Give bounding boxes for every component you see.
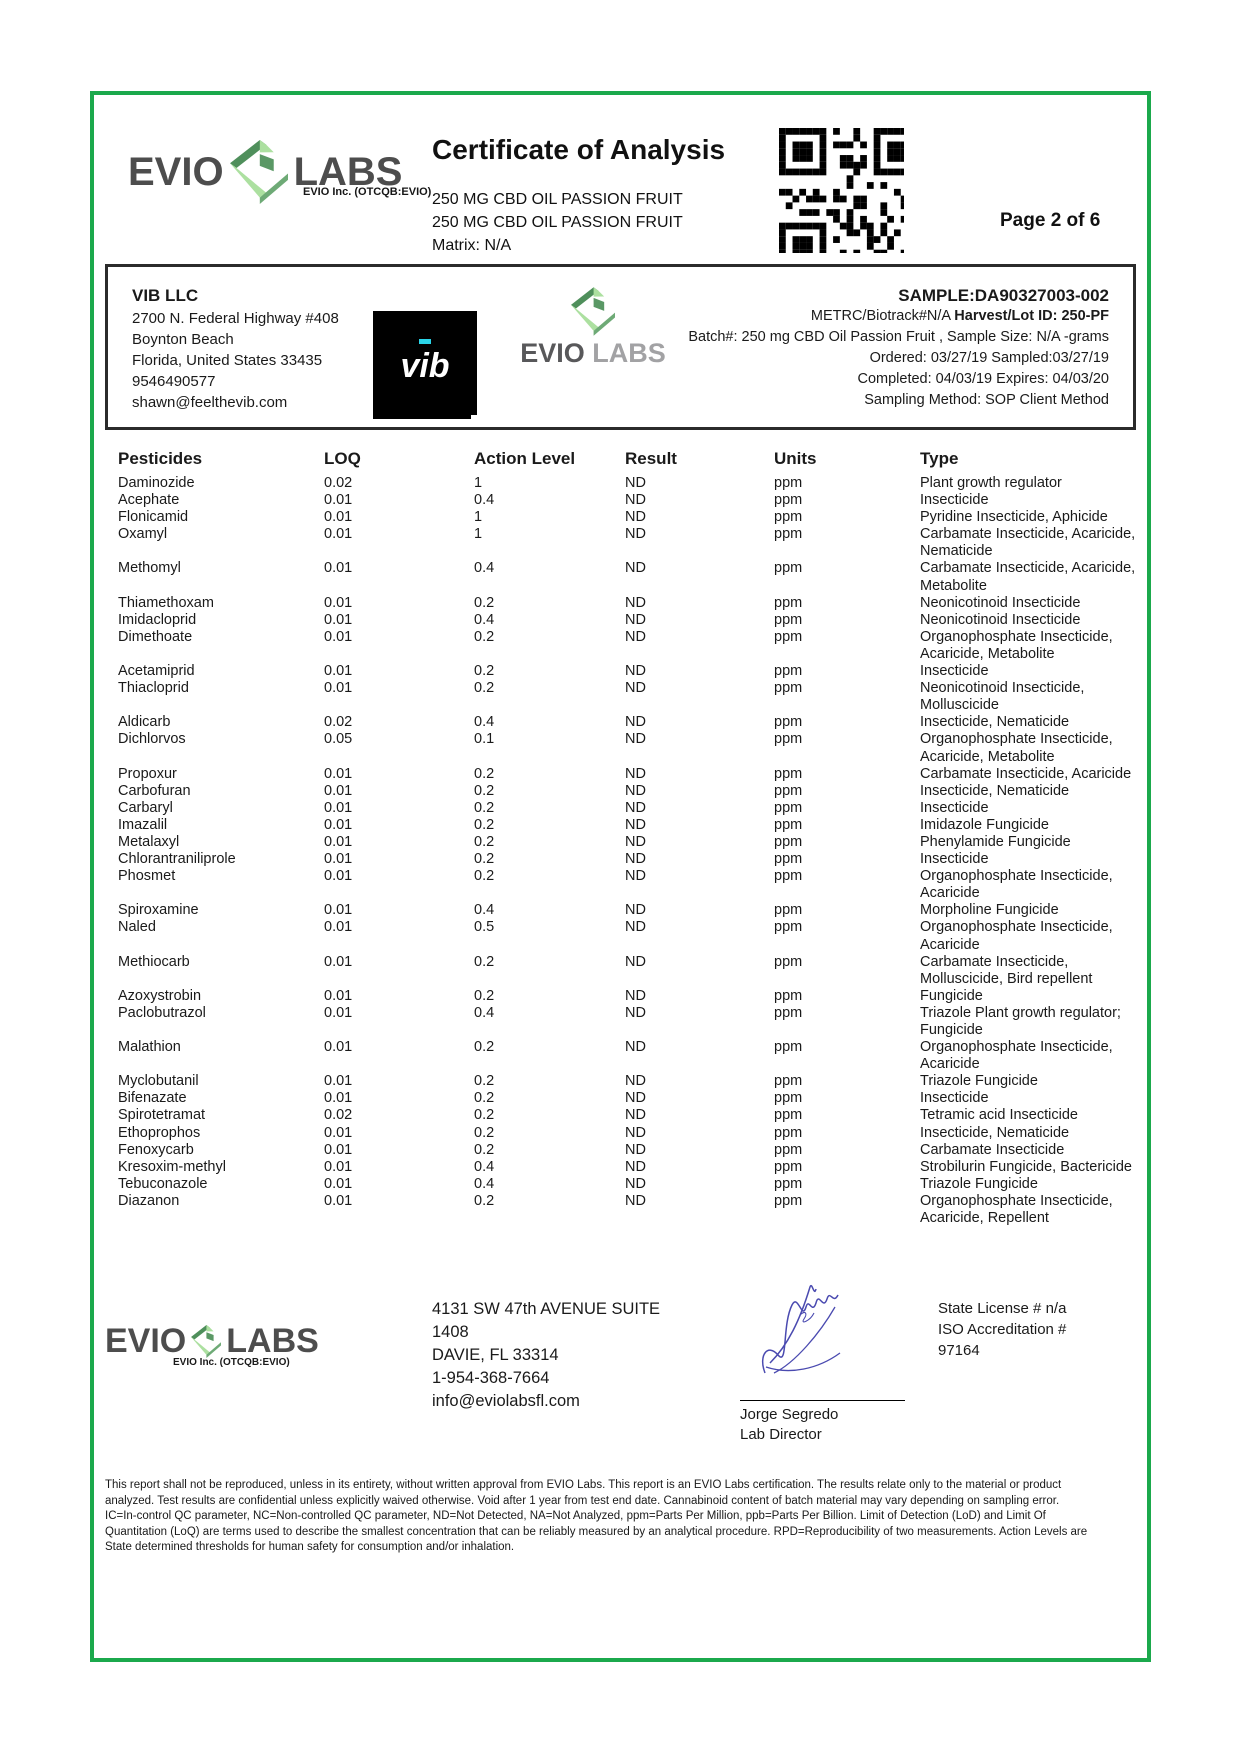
svg-text:vib: vib: [400, 347, 449, 385]
